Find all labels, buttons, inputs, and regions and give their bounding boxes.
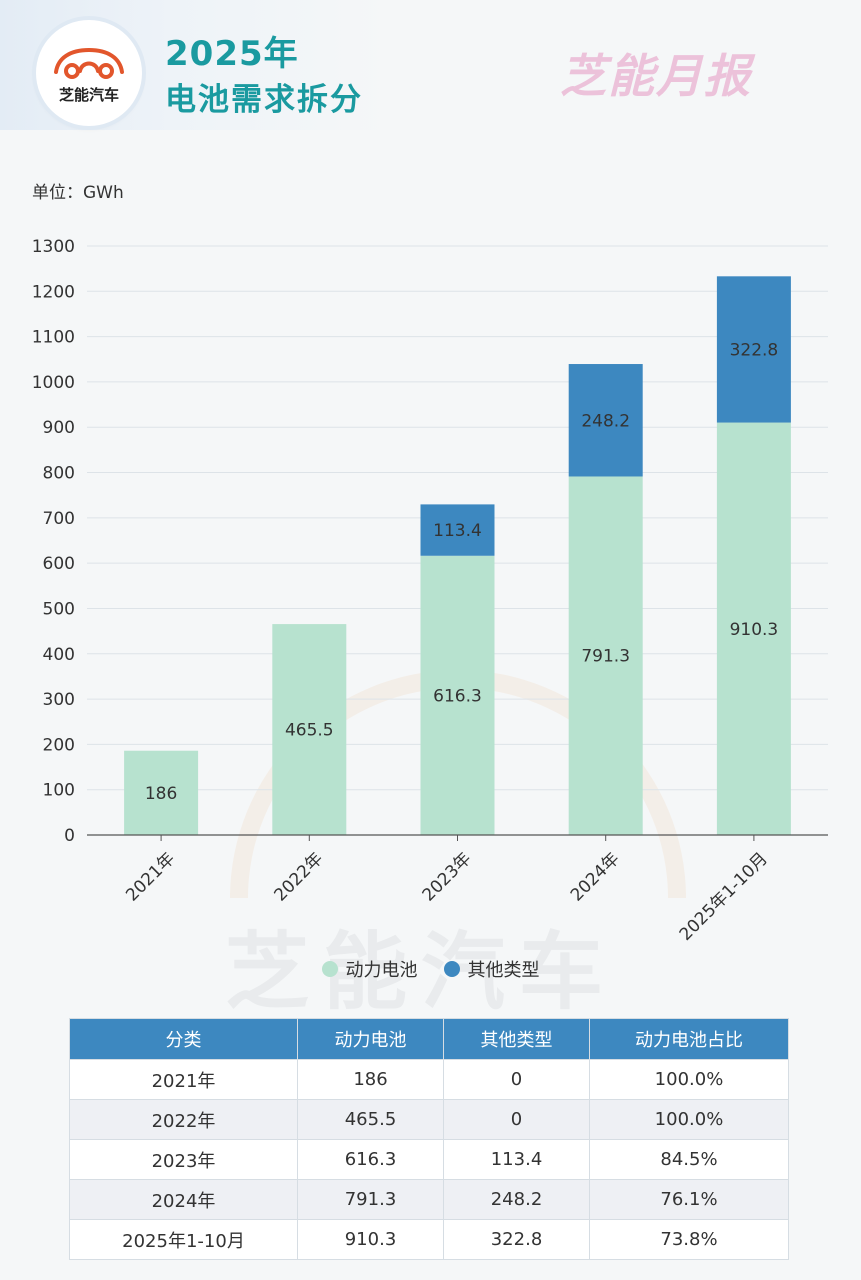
- table-cell: 465.5: [297, 1099, 444, 1140]
- table-row: 2024年 791.3 248.2 76.1%: [69, 1179, 789, 1220]
- data-label: 248.2: [581, 411, 630, 431]
- header-band: [0, 0, 861, 130]
- data-table: 分类 动力电池 其他类型 动力电池占比 2021年 186 0 100.0% 2…: [69, 1018, 789, 1260]
- table-cell: 791.3: [297, 1179, 444, 1220]
- data-label: 910.3: [730, 620, 779, 640]
- table-cell: 616.3: [297, 1139, 444, 1180]
- data-label: 322.8: [730, 340, 779, 360]
- y-tick-label: 800: [43, 464, 75, 484]
- y-tick-label: 400: [43, 645, 75, 665]
- y-tick-label: 1300: [32, 237, 75, 257]
- table-cell: 2021年: [69, 1059, 298, 1100]
- unit-label: 单位：GWh: [32, 183, 124, 203]
- x-tick-label: 2023年: [419, 849, 476, 906]
- x-tick-label: 2025年1-10月: [676, 849, 772, 945]
- table-header-cell: 动力电池: [297, 1018, 444, 1060]
- legend-item-other-types: 其他类型: [443, 956, 540, 982]
- page-title-year: 2025年: [165, 34, 299, 74]
- bar-power-battery: [716, 422, 791, 835]
- x-tick-label: 2024年: [567, 849, 624, 906]
- data-label: 616.3: [433, 686, 482, 706]
- data-label: 791.3: [581, 647, 630, 667]
- bar-power-battery: [420, 555, 495, 835]
- bar-other-types: [420, 504, 495, 556]
- car-logo-icon: [54, 47, 124, 79]
- x-tick-label: 2021年: [122, 849, 179, 906]
- bar-other-types: [716, 276, 791, 423]
- y-tick-label: 100: [43, 781, 75, 801]
- y-tick-label: 300: [43, 690, 75, 710]
- legend-label-other-types: 其他类型: [467, 960, 540, 981]
- table-cell: 186: [297, 1059, 444, 1100]
- table-cell: 113.4: [443, 1139, 590, 1180]
- page-title: 电池需求拆分: [165, 82, 363, 118]
- table-cell: 2024年: [69, 1179, 298, 1220]
- table-row: 2025年1-10月 910.3 322.8 73.8%: [69, 1219, 789, 1260]
- logo-text: 芝能汽车: [58, 86, 119, 104]
- table-cell: 2022年: [69, 1099, 298, 1140]
- legend-swatch-power-battery: [321, 961, 338, 977]
- y-tick-label: 500: [43, 599, 75, 619]
- chart-legend: 动力电池 其他类型: [0, 956, 861, 982]
- bar-other-types: [568, 364, 643, 477]
- table-cell: 2025年1-10月: [69, 1219, 298, 1260]
- y-tick-label: 0: [64, 826, 75, 846]
- table-cell: 76.1%: [589, 1179, 789, 1220]
- table-cell: 2023年: [69, 1139, 298, 1180]
- table-row: 2021年 186 0 100.0%: [69, 1059, 789, 1100]
- data-label: 465.5: [285, 721, 334, 741]
- x-tick-label: 2022年: [270, 849, 327, 906]
- table-cell: 100.0%: [589, 1099, 789, 1140]
- bar-power-battery: [124, 750, 199, 835]
- data-label: 113.4: [433, 521, 482, 541]
- stacked-bar-chart: 0 100 200 300 400 500 600 700 800 900 1000 1100 1200…: [32, 237, 828, 945]
- y-tick-label: 900: [43, 418, 75, 438]
- bar-power-battery: [568, 476, 643, 835]
- table-cell: 73.8%: [589, 1219, 789, 1260]
- brand-mark: 芝能月报: [560, 49, 752, 103]
- y-tick-label: 200: [43, 735, 75, 755]
- y-tick-label: 600: [43, 554, 75, 574]
- legend-label-power-battery: 动力电池: [345, 960, 418, 981]
- table-row: 2023年 616.3 113.4 84.5%: [69, 1139, 789, 1180]
- logo: 芝能汽车: [36, 20, 142, 126]
- y-tick-label: 700: [43, 509, 75, 529]
- table-header-cell: 动力电池占比: [589, 1018, 789, 1060]
- table-cell: 0: [443, 1059, 590, 1100]
- bar-power-battery: [272, 624, 347, 835]
- legend-swatch-other-types: [443, 961, 460, 977]
- table-header-cell: 分类: [69, 1018, 298, 1060]
- y-tick-label: 1100: [32, 328, 75, 348]
- table-cell: 84.5%: [589, 1139, 789, 1180]
- legend-item-power-battery: 动力电池: [321, 956, 418, 982]
- y-tick-label: 1200: [32, 282, 75, 302]
- table-cell: 248.2: [443, 1179, 590, 1220]
- y-tick-label: 1000: [32, 373, 75, 393]
- table-header-row: 分类 动力电池 其他类型 动力电池占比: [69, 1018, 789, 1060]
- table-cell: 100.0%: [589, 1059, 789, 1100]
- data-label: 186: [145, 784, 177, 804]
- table-header-cell: 其他类型: [443, 1018, 590, 1060]
- table-cell: 910.3: [297, 1219, 444, 1260]
- table-row: 2022年 465.5 0 100.0%: [69, 1099, 789, 1140]
- table-cell: 322.8: [443, 1219, 590, 1260]
- table-cell: 0: [443, 1099, 590, 1140]
